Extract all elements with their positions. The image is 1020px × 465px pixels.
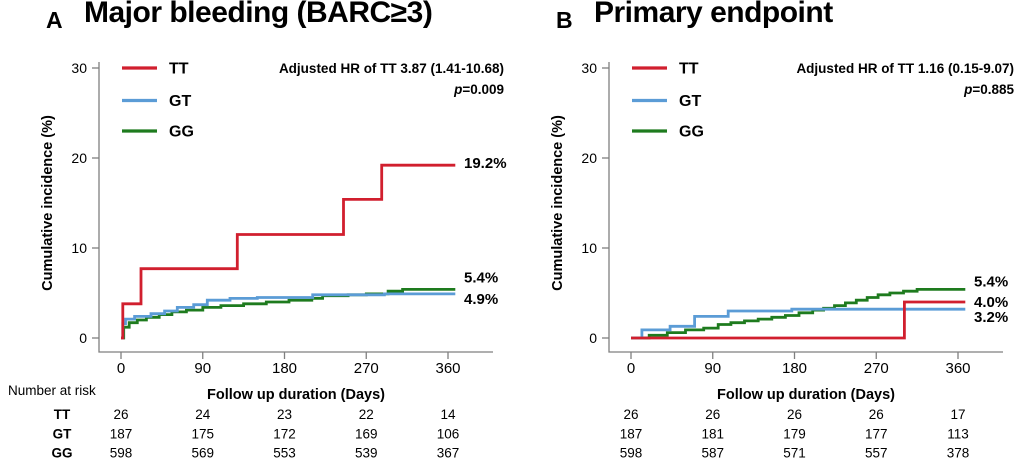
risk-value: 378 — [947, 446, 970, 461]
y-tick-label: 20 — [581, 150, 597, 166]
km-plot-a: Follow up duration (Days) Cumulative inc… — [40, 60, 507, 461]
y-tick-label: 20 — [71, 150, 87, 166]
x-tick-label: 0 — [627, 360, 635, 377]
panel-title-b: Primary endpoint — [594, 0, 833, 29]
risk-value: 23 — [277, 407, 292, 422]
risk-value: 26 — [623, 407, 638, 422]
risk-value: 557 — [865, 446, 888, 461]
hr-annotation-b-line1: Adjusted HR of TT 1.16 (0.15-9.07) — [796, 61, 1014, 76]
panel-letter-a: A — [46, 7, 63, 33]
x-tick-label: 360 — [945, 360, 970, 377]
x-tick-label: 0 — [117, 360, 125, 377]
risk-value: 539 — [355, 446, 378, 461]
end-label-gg: 5.4% — [974, 273, 1008, 290]
x-tick-label: 270 — [354, 360, 379, 377]
risk-value: 169 — [355, 427, 378, 442]
number-at-risk-label: Number at risk — [8, 383, 96, 398]
risk-value: 26 — [787, 407, 802, 422]
y-tick-label: 0 — [79, 330, 87, 346]
x-tick-label: 180 — [782, 360, 807, 377]
risk-value: 172 — [273, 427, 296, 442]
legend-label-tt: TT — [679, 61, 699, 78]
x-axis-label-b: Follow up duration (Days) — [717, 387, 895, 403]
x-tick-label: 90 — [704, 360, 721, 377]
curve-gg — [631, 288, 966, 340]
risk-value: 26 — [113, 407, 128, 422]
km-plot-b: Follow up duration (Days) Cumulative inc… — [550, 60, 1008, 461]
risk-value: 553 — [273, 446, 296, 461]
x-axis-label-a: Follow up duration (Days) — [207, 387, 385, 403]
end-label-tt: 4.0% — [974, 294, 1008, 311]
y-axis-label-b: Cumulative incidence (%) — [550, 115, 566, 291]
risk-value: 598 — [110, 446, 133, 461]
y-tick-label: 30 — [71, 60, 87, 76]
hr-annotation-b-line2: p=0.885 — [796, 79, 1014, 100]
legend-label-gg: GG — [169, 124, 194, 141]
hr-annotation-a-line1: Adjusted HR of TT 3.87 (1.41-10.68) — [278, 61, 504, 76]
p-label-b: p — [964, 82, 973, 97]
curve-gt — [631, 307, 966, 340]
risk-value: 181 — [701, 427, 724, 442]
x-tick-label: 180 — [272, 360, 297, 377]
x-tick-label: 270 — [864, 360, 889, 377]
hr-annotation-b: Adjusted HR of TT 1.16 (0.15-9.07) p=0.8… — [796, 58, 1014, 100]
risk-row-label-gt: GT — [53, 427, 73, 442]
legend-label-tt: TT — [169, 61, 189, 78]
end-label-gt: 4.9% — [464, 291, 498, 308]
risk-value: 571 — [783, 446, 806, 461]
risk-value: 187 — [110, 427, 133, 442]
axis-frame — [608, 62, 1003, 353]
panel-primary-endpoint: B Primary endpoint Adjusted HR of TT 1.1… — [510, 0, 1020, 465]
risk-row-label-gg: GG — [51, 446, 72, 461]
curve-gt — [121, 292, 456, 340]
end-label-tt: 19.2% — [464, 155, 507, 172]
axis-frame — [98, 62, 493, 353]
risk-value: 598 — [620, 446, 643, 461]
risk-value: 17 — [950, 407, 965, 422]
risk-value: 24 — [195, 407, 211, 422]
risk-value: 367 — [437, 446, 460, 461]
risk-value: 113 — [947, 427, 969, 442]
risk-value: 14 — [440, 407, 456, 422]
hr-annotation-a: Adjusted HR of TT 3.87 (1.41-10.68) p=0.… — [279, 58, 504, 100]
risk-row-label-tt: TT — [54, 407, 71, 422]
end-label-gt: 3.2% — [974, 309, 1008, 326]
hr-annotation-a-line2: p=0.009 — [279, 79, 504, 100]
risk-value: 187 — [620, 427, 643, 442]
panel-letter-b: B — [556, 7, 573, 33]
p-value-b: =0.885 — [972, 82, 1014, 97]
y-tick-label: 30 — [581, 60, 597, 76]
risk-value: 106 — [437, 427, 460, 442]
y-tick-label: 0 — [589, 330, 597, 346]
risk-value: 175 — [191, 427, 214, 442]
end-label-gg: 5.4% — [464, 269, 498, 286]
legend-label-gt: GT — [169, 93, 191, 110]
y-axis-label-a: Cumulative incidence (%) — [40, 115, 56, 291]
y-tick-label: 10 — [71, 240, 87, 256]
risk-value: 177 — [865, 427, 888, 442]
legend-label-gt: GT — [679, 93, 701, 110]
curve-tt — [631, 300, 966, 340]
p-label-a: p — [454, 82, 463, 97]
p-value-a: =0.009 — [462, 82, 504, 97]
risk-value: 587 — [701, 446, 724, 461]
x-tick-label: 360 — [435, 360, 460, 377]
legend-label-gg: GG — [679, 124, 704, 141]
x-tick-label: 90 — [194, 360, 211, 377]
y-tick-label: 10 — [581, 240, 597, 256]
risk-value: 569 — [191, 446, 214, 461]
risk-value: 179 — [783, 427, 806, 442]
risk-value: 22 — [359, 407, 374, 422]
curve-tt — [121, 163, 456, 340]
risk-value: 26 — [869, 407, 884, 422]
panel-title-a: Major bleeding (BARC≥3) — [84, 0, 433, 29]
panel-major-bleeding: A Major bleeding (BARC≥3) Adjusted HR of… — [8, 0, 507, 461]
risk-value: 26 — [705, 407, 720, 422]
